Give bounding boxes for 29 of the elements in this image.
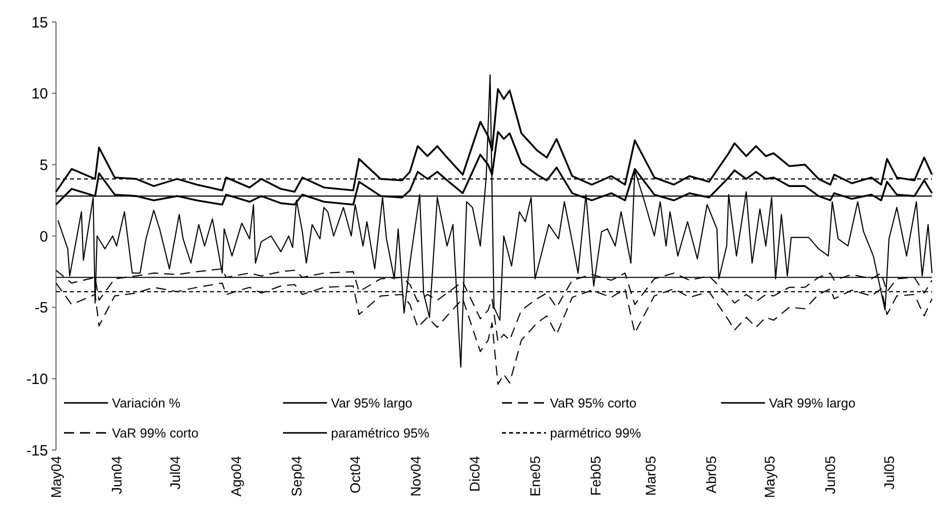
y-tick-label: 15 <box>31 14 48 32</box>
x-tick-label: Dic04 <box>466 456 482 492</box>
x-tick-label: Feb05 <box>588 456 604 496</box>
legend-label: VaR 99% largo <box>769 395 856 410</box>
x-tick-label: Oct04 <box>347 456 364 494</box>
x-tick-label: Nov04 <box>408 456 424 496</box>
legend-label: paramétrico 95% <box>331 425 430 440</box>
x-tick-label: Ene05 <box>526 456 543 496</box>
y-tick-label: 0 <box>40 228 48 246</box>
y-tick-label: 10 <box>31 86 48 103</box>
y-tick-label: 5 <box>40 156 48 174</box>
x-tick-label: Abr05 <box>702 456 719 494</box>
x-tick-label: Sep04 <box>288 456 304 496</box>
x-tick-label: Jul05 <box>880 456 897 490</box>
x-tick-label: Mar05 <box>642 456 658 496</box>
legend-label: Variación % <box>112 395 181 410</box>
x-tick-label: May05 <box>762 456 778 498</box>
y-tick-label: -15 <box>26 442 48 460</box>
y-tick-label: -5 <box>34 300 48 317</box>
legend-label: Var 95% largo <box>331 395 412 410</box>
x-tick-label: Jul04 <box>167 456 184 490</box>
y-tick-label: -10 <box>26 370 48 388</box>
x-tick-label: Jun05 <box>822 456 838 494</box>
legend-label: VaR 95% corto <box>550 395 636 410</box>
legend-label: VaR 99% corto <box>112 425 198 440</box>
x-tick-label: Jun04 <box>108 456 125 494</box>
legend-label: parmétrico 99% <box>550 425 642 440</box>
x-tick-label: Ago04 <box>228 456 244 496</box>
x-tick-label: May04 <box>48 456 64 498</box>
